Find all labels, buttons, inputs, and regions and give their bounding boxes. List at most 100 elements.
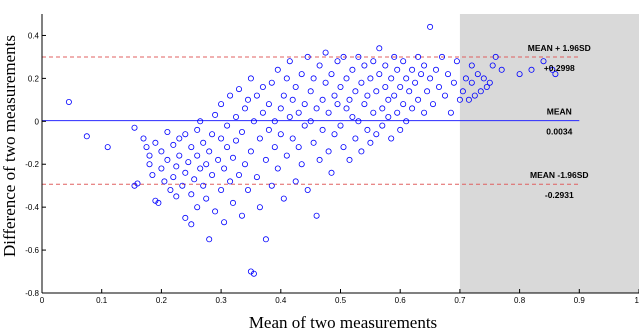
reference-line-name-2: MEAN -1.96SD bbox=[530, 170, 589, 180]
data-point bbox=[224, 144, 231, 151]
data-point bbox=[343, 105, 350, 112]
data-point bbox=[227, 92, 234, 99]
data-point bbox=[516, 71, 523, 78]
data-point bbox=[379, 122, 386, 129]
x-tick-label: 1 bbox=[635, 296, 639, 305]
data-point bbox=[268, 79, 275, 86]
data-point bbox=[325, 109, 332, 116]
data-point bbox=[421, 62, 428, 69]
data-point bbox=[313, 105, 320, 112]
data-point bbox=[486, 79, 493, 86]
data-point bbox=[209, 171, 216, 178]
shaded-region bbox=[459, 14, 639, 293]
data-point bbox=[283, 75, 290, 82]
data-point bbox=[185, 159, 192, 166]
data-point bbox=[528, 66, 535, 73]
data-point bbox=[155, 199, 162, 206]
reference-line-name-0: MEAN + 1.96SD bbox=[528, 43, 591, 53]
x-tick-label: 0.8 bbox=[514, 296, 526, 305]
data-point bbox=[403, 75, 410, 82]
data-point bbox=[316, 156, 323, 163]
data-point bbox=[256, 204, 263, 211]
data-point bbox=[313, 212, 320, 219]
data-point bbox=[415, 53, 422, 60]
data-point bbox=[271, 118, 278, 125]
data-point bbox=[355, 118, 362, 125]
data-point bbox=[489, 62, 496, 69]
data-point bbox=[376, 45, 383, 52]
data-point bbox=[394, 66, 401, 73]
data-point bbox=[238, 212, 245, 219]
x-tick-label: 0.4 bbox=[275, 296, 287, 305]
data-point bbox=[170, 141, 177, 148]
data-point bbox=[477, 88, 484, 95]
data-point bbox=[394, 109, 401, 116]
data-point bbox=[241, 105, 248, 112]
data-point bbox=[140, 135, 147, 142]
data-point bbox=[391, 92, 398, 99]
data-point bbox=[450, 79, 457, 86]
data-point bbox=[376, 71, 383, 78]
data-point bbox=[492, 53, 499, 60]
data-point bbox=[403, 118, 410, 125]
data-point bbox=[444, 71, 451, 78]
data-point bbox=[325, 148, 332, 155]
data-point bbox=[295, 109, 302, 116]
data-point bbox=[421, 109, 428, 116]
data-point bbox=[215, 156, 222, 163]
data-point bbox=[480, 75, 487, 82]
data-point bbox=[188, 191, 195, 198]
data-point bbox=[274, 66, 281, 73]
data-point bbox=[370, 109, 377, 116]
data-point bbox=[194, 204, 201, 211]
data-point bbox=[289, 96, 296, 103]
data-point bbox=[182, 214, 189, 221]
data-point bbox=[465, 96, 472, 103]
data-point bbox=[164, 128, 171, 135]
data-point bbox=[298, 71, 305, 78]
data-point bbox=[343, 75, 350, 82]
data-point bbox=[322, 79, 329, 86]
x-tick-label: 0.2 bbox=[156, 296, 168, 305]
data-point bbox=[259, 109, 266, 116]
data-point bbox=[385, 96, 392, 103]
data-point bbox=[441, 92, 448, 99]
data-point bbox=[331, 131, 338, 138]
data-point bbox=[277, 131, 284, 138]
axes: 0 0.1 0.2 0.3 0.4 0.5 0.6 0.7 0.8 0.9 1 -0.8 -0.6 -0.… bbox=[25, 14, 639, 305]
data-point bbox=[397, 84, 404, 91]
data-point bbox=[483, 84, 490, 91]
y-tick-label: -0.8 bbox=[25, 289, 39, 298]
data-point bbox=[250, 270, 257, 277]
data-point bbox=[301, 101, 308, 108]
data-point bbox=[104, 144, 111, 151]
data-point bbox=[340, 144, 347, 151]
data-point bbox=[209, 131, 216, 138]
data-point bbox=[328, 71, 335, 78]
data-point bbox=[373, 131, 380, 138]
data-point bbox=[447, 109, 454, 116]
data-point bbox=[229, 154, 236, 161]
data-point bbox=[412, 79, 419, 86]
data-point bbox=[173, 193, 180, 200]
data-point bbox=[453, 58, 460, 65]
data-point bbox=[244, 186, 251, 193]
data-point bbox=[409, 66, 416, 73]
y-tick-label: 0.2 bbox=[28, 74, 40, 83]
data-point bbox=[218, 101, 225, 108]
data-point bbox=[286, 114, 293, 121]
data-point bbox=[322, 49, 329, 56]
data-point bbox=[552, 71, 559, 78]
data-point bbox=[262, 236, 269, 243]
data-point bbox=[212, 208, 219, 215]
data-point bbox=[391, 53, 398, 60]
data-point bbox=[277, 105, 284, 112]
reference-line-value-0: +0.2998 bbox=[544, 63, 575, 73]
data-point bbox=[397, 126, 404, 133]
y-axis-title: Difference of two measurements bbox=[0, 35, 19, 257]
data-point bbox=[268, 182, 275, 189]
data-point bbox=[203, 195, 210, 202]
data-point bbox=[319, 126, 326, 133]
data-point bbox=[346, 96, 353, 103]
